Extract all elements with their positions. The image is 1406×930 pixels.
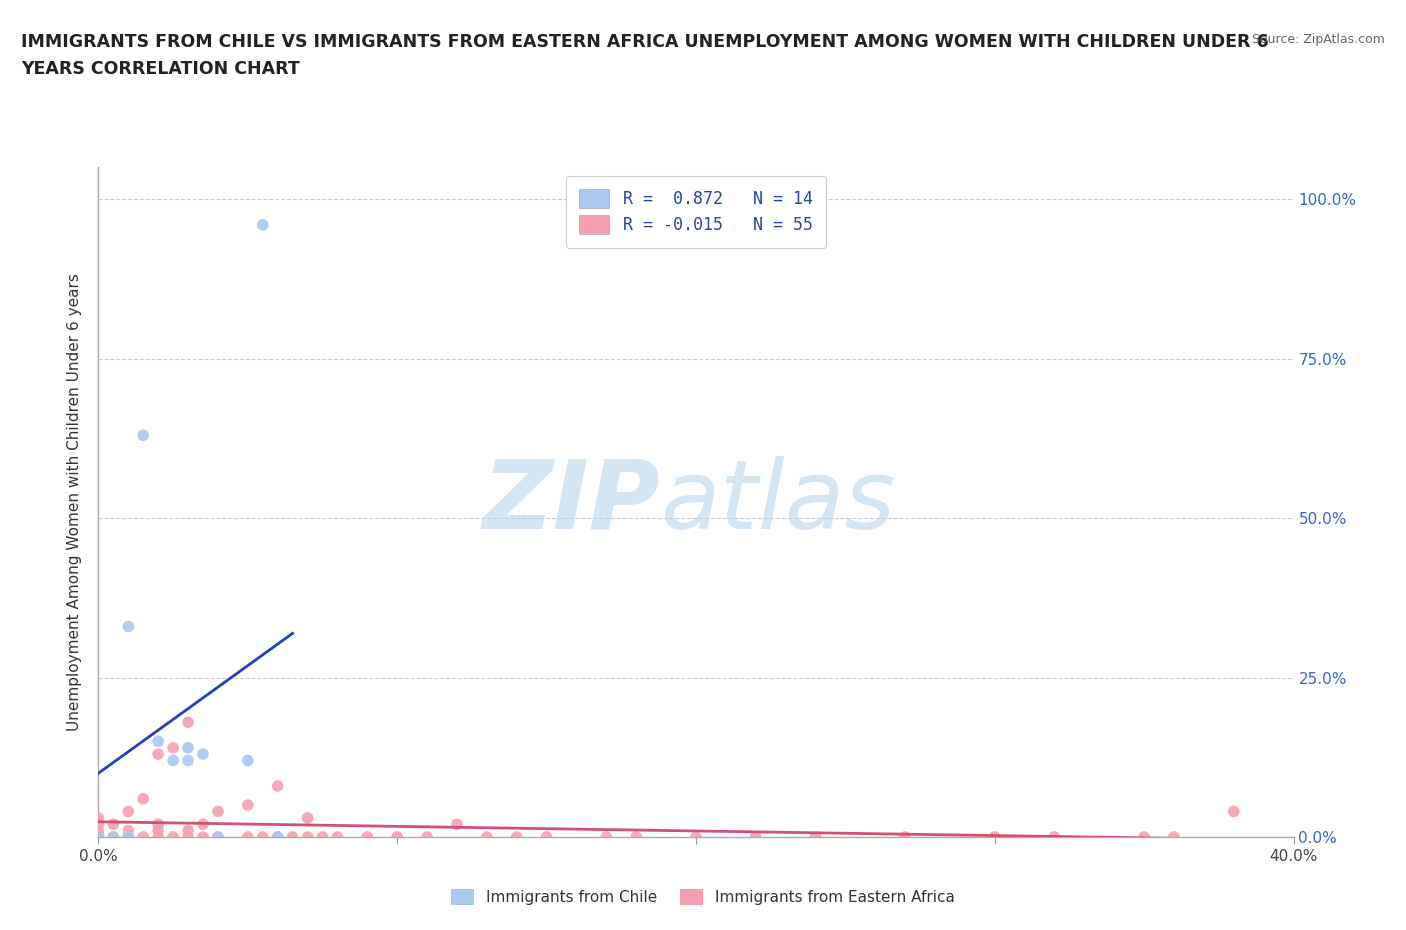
Point (506, 830, 529, 844)
Point (87, 830, 110, 844)
Point (132, 830, 155, 844)
Point (267, 778, 290, 793)
Point (1163, 830, 1185, 844)
Point (326, 830, 349, 844)
Point (162, 753, 184, 768)
Point (87, 830, 110, 844)
Point (626, 830, 648, 844)
Text: YEARS CORRELATION CHART: YEARS CORRELATION CHART (21, 60, 299, 78)
Point (1223, 804, 1246, 819)
Point (87, 810, 110, 825)
Y-axis label: Unemployment Among Women with Children Under 6 years: Unemployment Among Women with Children U… (67, 273, 83, 731)
Point (148, 817, 170, 831)
Point (87, 830, 110, 844)
Point (685, 830, 707, 844)
Point (252, 218, 274, 232)
Point (117, 830, 139, 844)
Point (191, 747, 214, 762)
Point (236, 753, 259, 768)
Point (103, 817, 125, 831)
Point (297, 810, 319, 825)
Point (267, 830, 290, 844)
Point (536, 830, 558, 844)
Point (416, 830, 439, 844)
Point (177, 753, 200, 768)
Point (236, 830, 259, 844)
Point (356, 830, 378, 844)
Point (132, 791, 155, 806)
Point (177, 715, 200, 730)
Point (103, 830, 125, 844)
Text: Source: ZipAtlas.com: Source: ZipAtlas.com (1251, 33, 1385, 46)
Point (103, 830, 125, 844)
Point (87, 830, 110, 844)
Point (177, 830, 200, 844)
Point (191, 830, 214, 844)
Point (446, 817, 468, 831)
Text: IMMIGRANTS FROM CHILE VS IMMIGRANTS FROM EASTERN AFRICA UNEMPLOYMENT AMONG WOMEN: IMMIGRANTS FROM CHILE VS IMMIGRANTS FROM… (21, 33, 1268, 50)
Point (148, 830, 170, 844)
Point (267, 830, 290, 844)
Point (117, 619, 139, 634)
Point (297, 830, 319, 844)
Point (745, 830, 768, 844)
Text: ZIP: ZIP (482, 456, 661, 549)
Legend: R =  0.872   N = 14, R = -0.015   N = 55: R = 0.872 N = 14, R = -0.015 N = 55 (567, 176, 825, 247)
Point (162, 830, 184, 844)
Text: atlas: atlas (661, 456, 896, 549)
Point (87, 830, 110, 844)
Point (117, 830, 139, 844)
Point (207, 804, 229, 819)
Point (132, 428, 155, 443)
Point (894, 830, 917, 844)
Point (148, 823, 170, 838)
Point (236, 798, 259, 813)
Point (252, 830, 274, 844)
Point (87, 823, 110, 838)
Point (117, 804, 139, 819)
Point (1043, 830, 1066, 844)
Point (148, 747, 170, 762)
Point (177, 740, 200, 755)
Point (148, 734, 170, 749)
Point (177, 823, 200, 838)
Point (207, 830, 229, 844)
Point (595, 830, 617, 844)
Point (281, 830, 304, 844)
Point (311, 830, 333, 844)
Legend: Immigrants from Chile, Immigrants from Eastern Africa: Immigrants from Chile, Immigrants from E… (443, 882, 963, 913)
Point (87, 817, 110, 831)
Point (385, 830, 409, 844)
Point (804, 830, 827, 844)
Point (1133, 830, 1156, 844)
Point (475, 830, 498, 844)
Point (117, 823, 139, 838)
Point (191, 817, 214, 831)
Point (207, 830, 229, 844)
Point (984, 830, 1007, 844)
Point (162, 740, 184, 755)
